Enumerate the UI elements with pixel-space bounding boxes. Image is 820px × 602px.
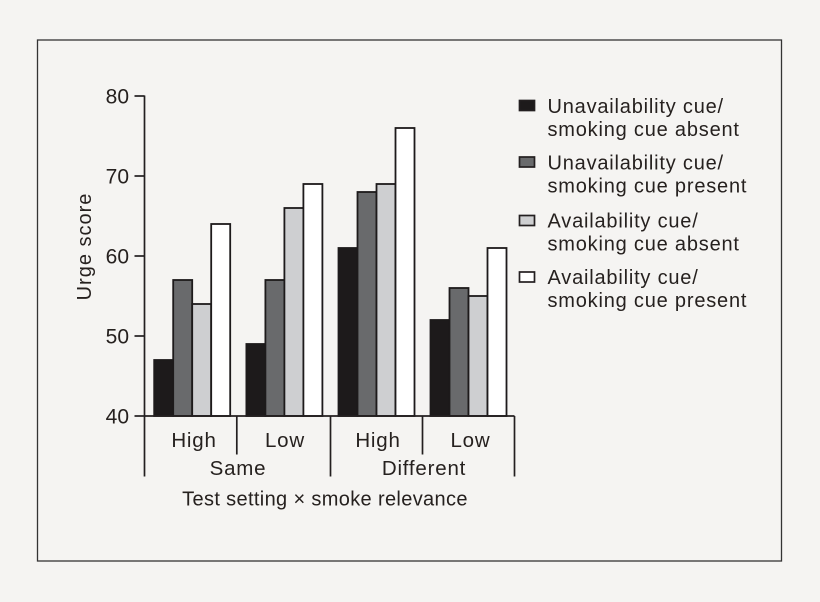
svg-text:Low: Low	[450, 429, 490, 452]
svg-text:80: 80	[106, 86, 129, 109]
svg-text:50: 50	[106, 326, 129, 349]
svg-text:High: High	[355, 429, 400, 452]
svg-text:Test setting × smoke relevance: Test setting × smoke relevance	[182, 489, 468, 511]
svg-text:smoking cue absent: smoking cue absent	[548, 234, 740, 256]
svg-text:Low: Low	[265, 429, 305, 452]
svg-text:Availability cue/: Availability cue/	[548, 267, 699, 289]
svg-text:Urge score: Urge score	[74, 193, 96, 301]
svg-text:smoking cue present: smoking cue present	[548, 290, 748, 312]
svg-text:60: 60	[106, 246, 129, 269]
svg-text:smoking cue present: smoking cue present	[548, 176, 748, 198]
svg-text:Unavailability cue/: Unavailability cue/	[548, 153, 724, 175]
svg-text:Different: Different	[382, 457, 466, 480]
svg-text:smoking cue absent: smoking cue absent	[548, 119, 740, 141]
svg-text:High: High	[171, 429, 216, 452]
svg-text:40: 40	[106, 406, 129, 429]
svg-text:Unavailability cue/: Unavailability cue/	[548, 96, 724, 118]
svg-text:70: 70	[106, 166, 129, 189]
svg-text:Availability cue/: Availability cue/	[548, 211, 699, 233]
svg-text:Same: Same	[210, 457, 267, 480]
